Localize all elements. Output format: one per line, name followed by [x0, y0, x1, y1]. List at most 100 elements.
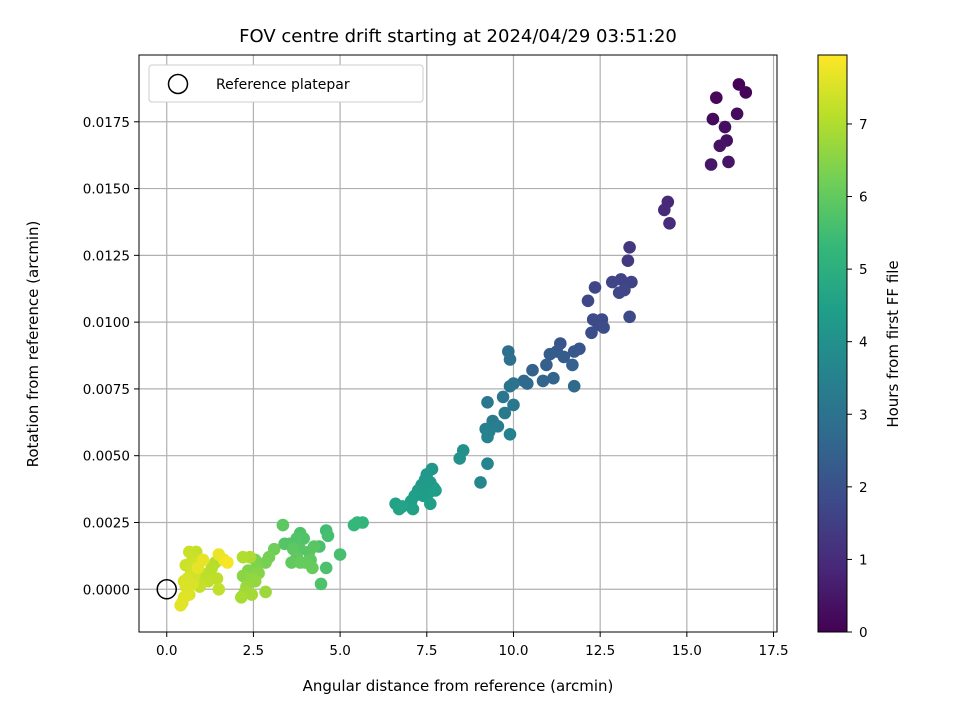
- scatter-point: [606, 275, 619, 289]
- scatter-point: [540, 358, 553, 372]
- scatter-point: [347, 518, 361, 532]
- scatter-point: [713, 139, 727, 153]
- scatter-point: [319, 561, 333, 575]
- scatter-point: [503, 379, 517, 393]
- scatter-point: [718, 120, 732, 134]
- x-axis-label: Angular distance from reference (arcmin): [303, 677, 614, 695]
- x-tick-label: 7.5: [416, 643, 437, 659]
- scatter-point: [429, 484, 442, 497]
- scatter-point: [396, 500, 409, 513]
- scatter-point: [710, 91, 723, 104]
- colorbar-tick-label: 1: [859, 552, 868, 568]
- scatter-point: [739, 86, 753, 99]
- colorbar: 0 1 2 3 4 5 6 7 Hours from first FF file: [817, 54, 902, 641]
- scatter-point: [704, 158, 718, 171]
- scatter-point: [585, 326, 598, 340]
- x-tick-label: 2.5: [243, 643, 264, 659]
- scatter-point: [588, 281, 602, 294]
- scatter-point: [481, 396, 494, 409]
- scatter-point: [623, 241, 636, 254]
- scatter-point: [623, 310, 636, 324]
- y-tick-label: 0.0050: [83, 449, 130, 465]
- scatter-point: [293, 556, 307, 569]
- scatter-point: [581, 294, 595, 308]
- x-tick-label: 10.0: [498, 643, 528, 659]
- scatter-point: [321, 529, 335, 543]
- scatter-point: [526, 363, 539, 377]
- colorbar-tick-label: 6: [859, 190, 868, 206]
- scatter-point: [503, 428, 517, 441]
- data-points: [174, 78, 753, 612]
- scatter-point: [424, 497, 437, 511]
- scatter-point: [547, 371, 560, 385]
- scatter-point: [521, 377, 534, 390]
- x-tick-label: 17.5: [759, 643, 789, 659]
- colorbar-gradient: [817, 54, 848, 633]
- x-tick-label: 0.0: [156, 643, 177, 659]
- chart-title: FOV centre drift starting at 2024/04/29 …: [239, 26, 677, 47]
- y-tick-label: 0.0000: [83, 582, 130, 598]
- scatter-point: [567, 379, 581, 393]
- x-tick-label: 5.0: [329, 643, 350, 659]
- scatter-point: [307, 540, 321, 553]
- colorbar-tick-label: 7: [859, 117, 868, 133]
- x-tick-label: 15.0: [672, 643, 702, 659]
- y-tick-label: 0.0100: [83, 315, 130, 331]
- y-tick-label: 0.0075: [83, 382, 130, 398]
- y-tick-label: 0.0175: [83, 115, 130, 131]
- scatter-point: [507, 398, 520, 412]
- plot-frame: [138, 54, 778, 633]
- scatter-point: [543, 347, 557, 361]
- plot-area: 0.0 2.5 5.0 7.5 10.0 12.5 15.0 17.5 0.0000 0.002…: [83, 54, 789, 659]
- scatter-point: [730, 107, 744, 121]
- y-tick-label: 0.0025: [83, 515, 130, 531]
- colorbar-tick-label: 2: [859, 480, 868, 496]
- scatter-point: [503, 353, 517, 366]
- scatter-point: [453, 452, 467, 465]
- scatter-point: [612, 286, 626, 300]
- scatter-point: [306, 561, 319, 575]
- y-axis-label: Rotation from reference (arcmin): [24, 221, 42, 468]
- scatter-point: [597, 321, 610, 334]
- scatter-point: [481, 457, 494, 471]
- scatter-point: [567, 345, 581, 358]
- colorbar-tick-label: 5: [859, 262, 868, 278]
- scatter-point: [621, 254, 635, 267]
- scatter-point: [406, 502, 420, 516]
- reference-marker: [156, 579, 177, 600]
- grid: [139, 55, 777, 632]
- scatter-point: [333, 548, 347, 561]
- y-axis-ticks: 0.0000 0.0025 0.0050 0.0075 0.0100 0.0125 0.01…: [83, 115, 139, 598]
- scatter-point: [658, 203, 671, 217]
- scatter-point: [245, 588, 258, 601]
- scatter-point: [722, 155, 735, 169]
- colorbar-ticks: 0 1 2 3 4 5 6 7: [847, 117, 868, 641]
- scatter-point: [706, 112, 720, 126]
- scatter-point: [474, 476, 487, 489]
- scatter-point: [496, 390, 510, 404]
- colorbar-tick-label: 0: [859, 625, 868, 641]
- colorbar-tick-label: 3: [859, 407, 868, 423]
- colorbar-label: Hours from first FF file: [884, 260, 902, 427]
- x-axis-ticks: 0.0 2.5 5.0 7.5 10.0 12.5 15.0 17.5: [156, 632, 789, 659]
- scatter-point: [498, 406, 512, 420]
- legend-reference-marker: [167, 73, 189, 95]
- x-tick-label: 12.5: [585, 643, 615, 659]
- scatter-point: [276, 518, 290, 532]
- reference-platepar-marker: [156, 579, 177, 600]
- scatter-point: [196, 553, 210, 567]
- colorbar-tick-label: 4: [859, 335, 868, 351]
- scatter-point: [314, 577, 328, 591]
- scatter-point: [481, 430, 494, 444]
- y-tick-label: 0.0150: [83, 182, 130, 198]
- y-tick-label: 0.0125: [83, 248, 130, 264]
- scatter-point: [174, 599, 187, 612]
- scatter-point: [557, 350, 571, 364]
- scatter-point: [212, 583, 226, 596]
- scatter-point: [566, 358, 579, 372]
- scatter-point: [663, 217, 676, 230]
- legend: Reference platepar: [148, 64, 424, 103]
- scatter-point: [235, 591, 248, 604]
- legend-entry-reference: Reference platepar: [216, 77, 350, 93]
